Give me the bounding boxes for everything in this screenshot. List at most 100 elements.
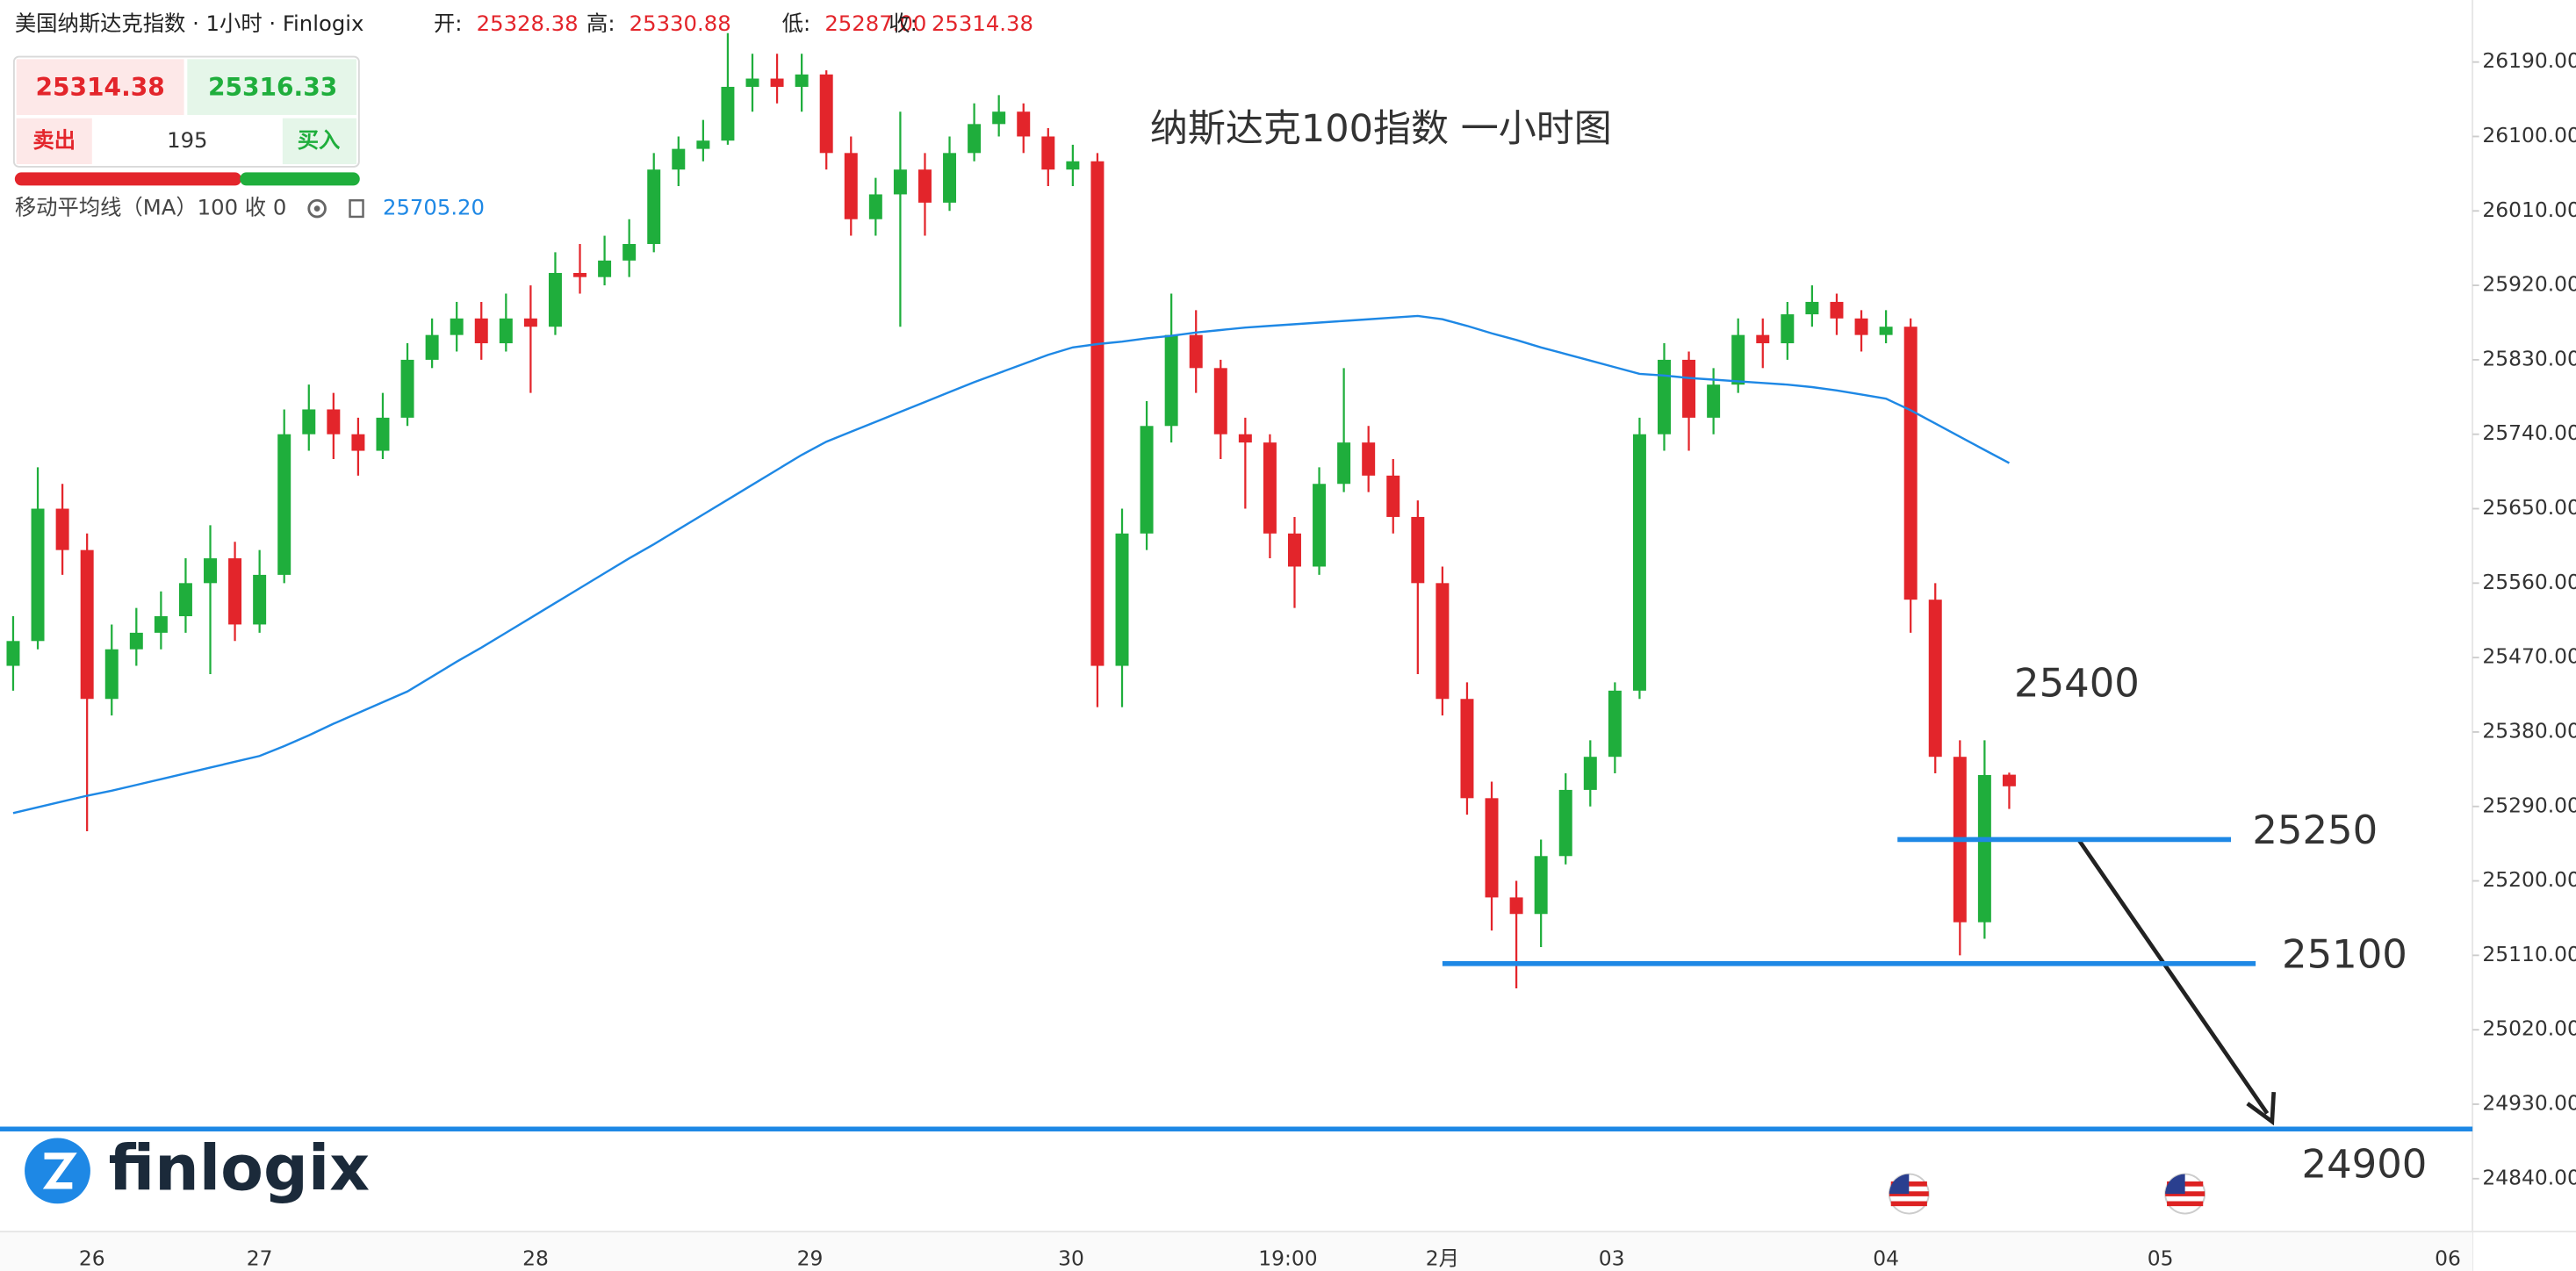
- candle-body: [844, 153, 858, 219]
- candle-body: [1164, 334, 1178, 427]
- y-tick-label: 25470.00: [2482, 644, 2576, 669]
- candle-body: [1558, 789, 1572, 857]
- candle-body: [2002, 774, 2016, 786]
- candle-body: [1362, 442, 1376, 476]
- y-tick-label: 26190.00: [2482, 48, 2576, 73]
- settings-icon[interactable]: [307, 198, 327, 219]
- candle-body: [647, 169, 661, 244]
- x-tick-label: 06: [2435, 1246, 2461, 1270]
- candle-body: [1189, 334, 1203, 369]
- candle-body: [1583, 757, 1597, 790]
- x-tick-label: 28: [522, 1246, 549, 1270]
- ma-line: [12, 314, 2011, 815]
- logo-text: finlogix: [108, 1131, 370, 1204]
- candle-body: [178, 583, 192, 617]
- candle-body: [868, 194, 882, 219]
- y-tick-label: 26100.00: [2482, 123, 2576, 147]
- candle-body: [1041, 136, 1055, 170]
- x-tick-label: 04: [1873, 1246, 1899, 1270]
- indicator-value: 25705.20: [383, 195, 485, 220]
- candle-body: [253, 574, 267, 625]
- delete-icon[interactable]: [349, 199, 364, 219]
- candle-body: [1854, 318, 1868, 335]
- candle-body: [425, 334, 439, 360]
- candle-body: [1288, 533, 1301, 567]
- x-tick-label: 29: [797, 1246, 824, 1270]
- level-label: 24900: [2302, 1140, 2428, 1187]
- candle-body: [474, 318, 488, 344]
- y-tick-label: 25020.00: [2482, 1016, 2576, 1041]
- candle-body: [450, 318, 464, 335]
- candle-body: [1509, 897, 1523, 915]
- candle-body: [1632, 434, 1646, 691]
- buy-button[interactable]: [282, 118, 357, 165]
- high-label: 高:: [586, 11, 615, 36]
- candle-body: [1781, 314, 1795, 344]
- candle-body: [1534, 856, 1548, 915]
- symbol-title: 美国纳斯达克指数 · 1小时 · Finlogix: [15, 11, 364, 36]
- y-tick-label: 24930.00: [2482, 1090, 2576, 1115]
- sell-bar: [14, 172, 242, 186]
- candle-body: [598, 260, 612, 277]
- sell-price: 25314.38: [36, 73, 165, 102]
- candle-body: [499, 318, 513, 344]
- candle-body: [770, 78, 784, 87]
- candle-body: [1903, 327, 1918, 600]
- x-tick-label: 19:00: [1258, 1246, 1317, 1270]
- y-tick-label: 24840.00: [2482, 1165, 2576, 1189]
- arrow-head: [2246, 1091, 2277, 1126]
- candle-body: [376, 417, 390, 451]
- candle-body: [1805, 301, 1819, 315]
- candle-body: [1337, 442, 1351, 485]
- spread: 195: [167, 127, 207, 153]
- candle-body: [917, 169, 932, 203]
- candle-body: [992, 111, 1006, 125]
- candle-body: [1263, 442, 1277, 534]
- candle-body: [1731, 334, 1745, 385]
- candle-body: [1313, 484, 1327, 567]
- candle-body: [1830, 301, 1844, 319]
- candle-body: [1140, 426, 1154, 534]
- candle-body: [1682, 359, 1696, 418]
- candle-body: [1238, 434, 1252, 443]
- us-flag: [2164, 1173, 2206, 1215]
- x-tick-label: 26: [79, 1246, 105, 1270]
- plot: [6, 32, 2016, 989]
- x-tick-label: 05: [2148, 1246, 2174, 1270]
- y-tick-label: 25650.00: [2482, 495, 2576, 520]
- y-tick-label: 25290.00: [2482, 793, 2576, 817]
- candle-body: [302, 409, 316, 434]
- x-tick-label: 27: [247, 1246, 273, 1270]
- candle-body: [1436, 583, 1450, 700]
- open-label: 开:: [434, 11, 463, 36]
- close-value: 25314.38: [932, 11, 1033, 36]
- candle-body: [1879, 327, 1893, 335]
- candle-body: [55, 508, 69, 550]
- candle-body: [129, 632, 143, 650]
- time-axis-bg: [0, 1232, 2473, 1271]
- candle-body: [31, 508, 45, 642]
- level-label: 25250: [2252, 807, 2378, 853]
- candle-body: [745, 78, 759, 87]
- candle-body: [893, 169, 907, 195]
- candle-body: [1756, 334, 1770, 344]
- candle-body: [1608, 690, 1622, 758]
- candle-body: [154, 616, 168, 633]
- buy-cell[interactable]: [187, 59, 357, 115]
- level-label: 25400: [2014, 659, 2140, 706]
- candle-body: [228, 558, 242, 625]
- x-tick-label: 2月: [1426, 1246, 1459, 1270]
- sell-cell[interactable]: [16, 59, 184, 115]
- y-tick-label: 25200.00: [2482, 867, 2576, 892]
- low-label: 低:: [782, 11, 811, 36]
- candle-body: [1460, 699, 1474, 799]
- settings-icon-dot: [313, 205, 320, 212]
- buy-label: 买入: [298, 127, 341, 153]
- buy-bar: [240, 172, 360, 186]
- chart-title: 纳斯达克100指数 一小时图: [1150, 107, 1612, 151]
- candle-body: [1017, 111, 1031, 137]
- sell-button[interactable]: [16, 118, 92, 165]
- candle-body: [573, 272, 587, 277]
- low-value: 25287.00: [824, 11, 926, 36]
